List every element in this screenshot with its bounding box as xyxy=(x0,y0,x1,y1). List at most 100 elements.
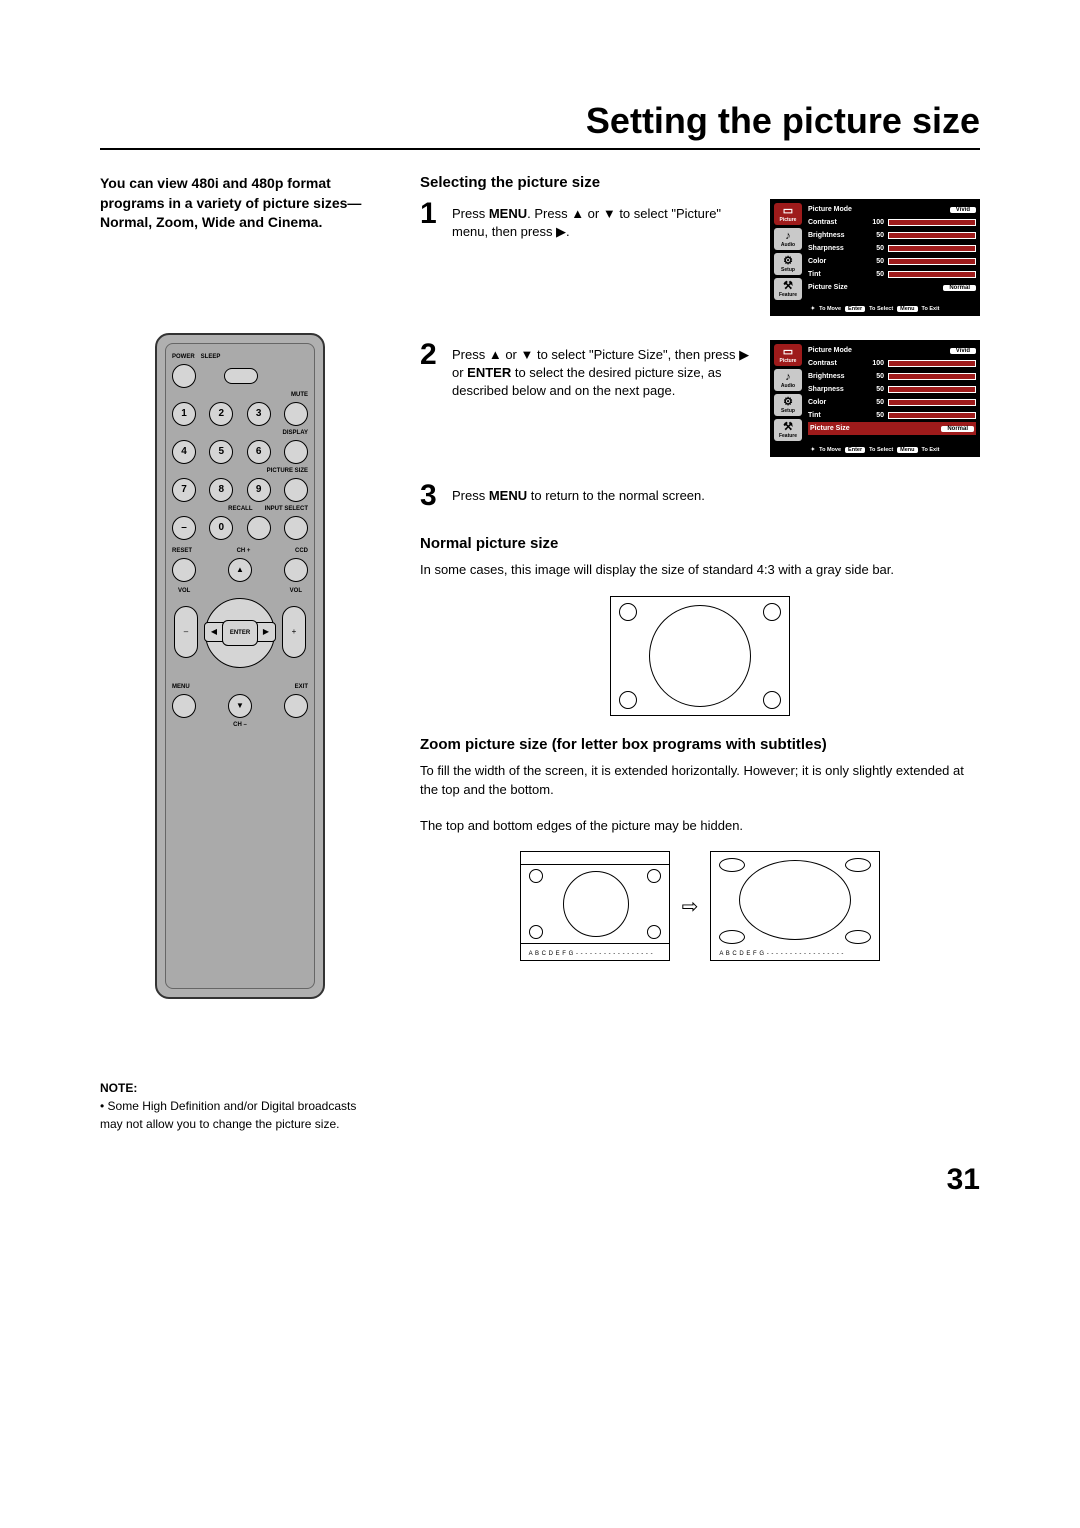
step-1-text: Press MENU. Press ▲ or ▼ to select "Pict… xyxy=(452,199,760,316)
zoom-diagrams: A B C D E F G - - - - - - - - - - - - - … xyxy=(420,851,980,961)
page-number: 31 xyxy=(100,1163,980,1197)
digit-9-button[interactable]: 9 xyxy=(247,478,271,502)
right-arrow-button[interactable]: ▶ xyxy=(256,622,276,642)
osd-row-picture-size: Picture SizeNormal xyxy=(808,281,976,294)
step-3: 3 Press MENU to return to the normal scr… xyxy=(420,481,980,511)
input-select-label: INPUT SELECT xyxy=(265,506,308,512)
display-label: DISPLAY xyxy=(172,430,308,436)
digit-1-button[interactable]: 1 xyxy=(172,402,196,426)
step-2: 2 Press ▲ or ▼ to select "Picture Size",… xyxy=(420,340,980,457)
ch-down-button[interactable]: ▼ xyxy=(228,694,252,718)
normal-heading: Normal picture size xyxy=(420,535,980,552)
osd-row-brightness: Brightness50 xyxy=(808,229,976,242)
mute-button[interactable] xyxy=(284,402,308,426)
osd-side-feature: ⚒Feature xyxy=(774,278,802,300)
vol-minus-label: VOL xyxy=(178,588,190,594)
vol-plus-label: VOL xyxy=(290,588,302,594)
osd-side-setup: ⚙Setup xyxy=(774,253,802,275)
ch-up-button[interactable]: ▲ xyxy=(228,558,252,582)
osd-menu-1: ▭Picture ♪Audio ⚙Setup ⚒Feature Picture Mod… xyxy=(770,199,980,316)
sleep-label: SLEEP xyxy=(201,354,221,360)
vol-down-button[interactable]: – xyxy=(174,606,198,658)
menu-label: MENU xyxy=(172,684,190,690)
zoom-subtitle-2: A B C D E F G - - - - - - - - - - - - - … xyxy=(719,951,871,957)
digit-7-button[interactable]: 7 xyxy=(172,478,196,502)
power-button[interactable] xyxy=(172,364,196,388)
picture-size-label: PICTURE SIZE xyxy=(172,468,308,474)
display-button[interactable] xyxy=(284,440,308,464)
step-3-text: Press MENU to return to the normal scree… xyxy=(452,481,980,511)
normal-diagram xyxy=(610,596,790,716)
osd-row-contrast: Contrast100 xyxy=(808,216,976,229)
osd-row-color: Color50 xyxy=(808,396,976,409)
note-block: NOTE: • Some High Definition and/or Digi… xyxy=(100,1079,380,1133)
mute-label: MUTE xyxy=(172,392,308,398)
reset-label: RESET xyxy=(172,548,192,554)
ch-minus-label: CH – xyxy=(172,722,308,728)
osd-row-brightness: Brightness50 xyxy=(808,370,976,383)
osd-row-sharpness: Sharpness50 xyxy=(808,383,976,396)
osd-row-color: Color50 xyxy=(808,255,976,268)
zoom-before: A B C D E F G - - - - - - - - - - - - - … xyxy=(520,851,670,961)
osd-row-tint: Tint50 xyxy=(808,268,976,281)
osd-row-picture-mode: Picture ModeVivid xyxy=(808,344,976,357)
dpad: VOL VOL – + ◀ ▶ ENTER xyxy=(180,588,300,678)
digit-2-button[interactable]: 2 xyxy=(209,402,233,426)
osd-row-picture-mode: Picture ModeVivid xyxy=(808,203,976,216)
enter-button[interactable]: ENTER xyxy=(222,620,258,646)
osd-side-audio: ♪Audio xyxy=(774,228,802,250)
input-select-button[interactable] xyxy=(284,516,308,540)
right-column: Selecting the picture size 1 Press MENU.… xyxy=(420,174,980,1133)
digit-8-button[interactable]: 8 xyxy=(209,478,233,502)
remote-control: POWER SLEEP MUTE 1 2 3 DI xyxy=(155,333,325,999)
osd-side-audio: ♪Audio xyxy=(774,369,802,391)
menu-button[interactable] xyxy=(172,694,196,718)
recall-label: RECALL xyxy=(228,506,252,512)
step-2-text: Press ▲ or ▼ to select "Picture Size", t… xyxy=(452,340,760,457)
note-title: NOTE: xyxy=(100,1079,380,1097)
zoom-subtitle-1: A B C D E F G - - - - - - - - - - - - - … xyxy=(529,951,661,957)
vol-up-button[interactable]: + xyxy=(282,606,306,658)
osd-side-picture: ▭Picture xyxy=(774,344,802,366)
digit-0-button[interactable]: 0 xyxy=(209,516,233,540)
page-title: Setting the picture size xyxy=(100,100,980,150)
digit-6-button[interactable]: 6 xyxy=(247,440,271,464)
osd-menu-2: ▭Picture ♪Audio ⚙Setup ⚒Feature Picture Mod… xyxy=(770,340,980,457)
osd-side-setup: ⚙Setup xyxy=(774,394,802,416)
exit-button[interactable] xyxy=(284,694,308,718)
note-text: • Some High Definition and/or Digital br… xyxy=(100,1097,380,1133)
ccd-label: CCD xyxy=(295,548,308,554)
step-1: 1 Press MENU. Press ▲ or ▼ to select "Pi… xyxy=(420,199,980,316)
left-column: You can view 480i and 480p format progra… xyxy=(100,174,380,1133)
osd-side-picture: ▭Picture xyxy=(774,203,802,225)
digit-5-button[interactable]: 5 xyxy=(209,440,233,464)
picture-size-button[interactable] xyxy=(284,478,308,502)
arrow-right-icon: ⇨ xyxy=(682,894,699,919)
zoom-after: A B C D E F G - - - - - - - - - - - - - … xyxy=(710,851,880,961)
digit-4-button[interactable]: 4 xyxy=(172,440,196,464)
ccd-button[interactable] xyxy=(284,558,308,582)
osd-side-feature: ⚒Feature xyxy=(774,419,802,441)
osd-row-contrast: Contrast100 xyxy=(808,357,976,370)
ch-plus-label: CH + xyxy=(237,548,251,554)
intro-text: You can view 480i and 480p format progra… xyxy=(100,174,380,233)
zoom-text-2: The top and bottom edges of the picture … xyxy=(420,816,980,836)
digit-3-button[interactable]: 3 xyxy=(247,402,271,426)
zoom-text-1: To fill the width of the screen, it is e… xyxy=(420,761,980,800)
dash-button[interactable]: – xyxy=(172,516,196,540)
osd-row-tint: Tint50 xyxy=(808,409,976,422)
exit-label: EXIT xyxy=(295,684,308,690)
zoom-heading: Zoom picture size (for letter box progra… xyxy=(420,736,980,753)
reset-button[interactable] xyxy=(172,558,196,582)
left-arrow-button[interactable]: ◀ xyxy=(204,622,224,642)
step-2-number: 2 xyxy=(420,340,442,457)
recall-button[interactable] xyxy=(247,516,271,540)
selecting-heading: Selecting the picture size xyxy=(420,174,980,191)
step-1-number: 1 xyxy=(420,199,442,316)
osd-row-picture-size: Picture SizeNormal xyxy=(808,422,976,435)
step-3-number: 3 xyxy=(420,481,442,511)
power-label: POWER xyxy=(172,354,195,360)
sleep-button[interactable] xyxy=(224,368,258,384)
normal-text: In some cases, this image will display t… xyxy=(420,560,980,580)
osd-row-sharpness: Sharpness50 xyxy=(808,242,976,255)
